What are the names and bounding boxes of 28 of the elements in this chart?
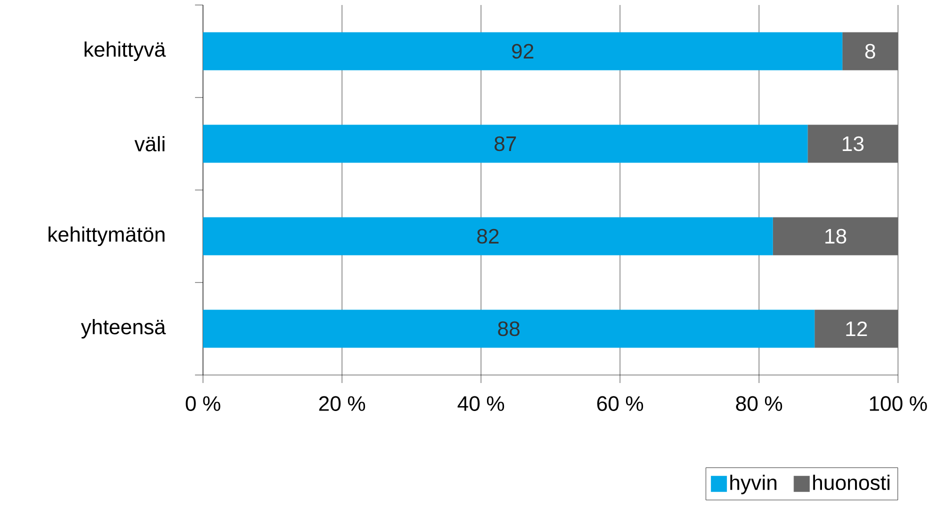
y-tick-label: kehittyvä bbox=[84, 42, 166, 62]
bar bbox=[203, 32, 842, 70]
data-label: 92 bbox=[512, 44, 534, 59]
data-label: 18 bbox=[825, 228, 846, 244]
x-tick-label: 60 % bbox=[597, 396, 644, 411]
bar bbox=[203, 310, 815, 348]
y-tick-label: yhteensä bbox=[80, 319, 166, 339]
data-label: 12 bbox=[846, 321, 867, 336]
data-label: 87 bbox=[494, 136, 516, 152]
x-tick-label: 80 % bbox=[736, 396, 782, 411]
data-label: 82 bbox=[477, 228, 499, 244]
x-tick-label: 0 % bbox=[186, 396, 220, 411]
data-label: 88 bbox=[498, 321, 520, 336]
y-tick-label: väli bbox=[134, 136, 164, 152]
bar bbox=[203, 124, 808, 163]
bar bbox=[814, 310, 898, 348]
y-tick-label: kehittymätön bbox=[48, 226, 164, 246]
data-label: 8 bbox=[865, 44, 876, 59]
bar bbox=[808, 124, 898, 163]
legend-label: huonosti bbox=[813, 474, 890, 490]
bar bbox=[772, 217, 898, 256]
data-label: 13 bbox=[842, 136, 864, 152]
legend-label: hyvin bbox=[730, 474, 776, 494]
x-tick-label: 20 % bbox=[319, 396, 366, 411]
bar bbox=[842, 32, 898, 70]
bar bbox=[203, 217, 773, 256]
x-tick-label: 100 % bbox=[870, 396, 927, 411]
x-tick-label: 40 % bbox=[458, 396, 504, 411]
